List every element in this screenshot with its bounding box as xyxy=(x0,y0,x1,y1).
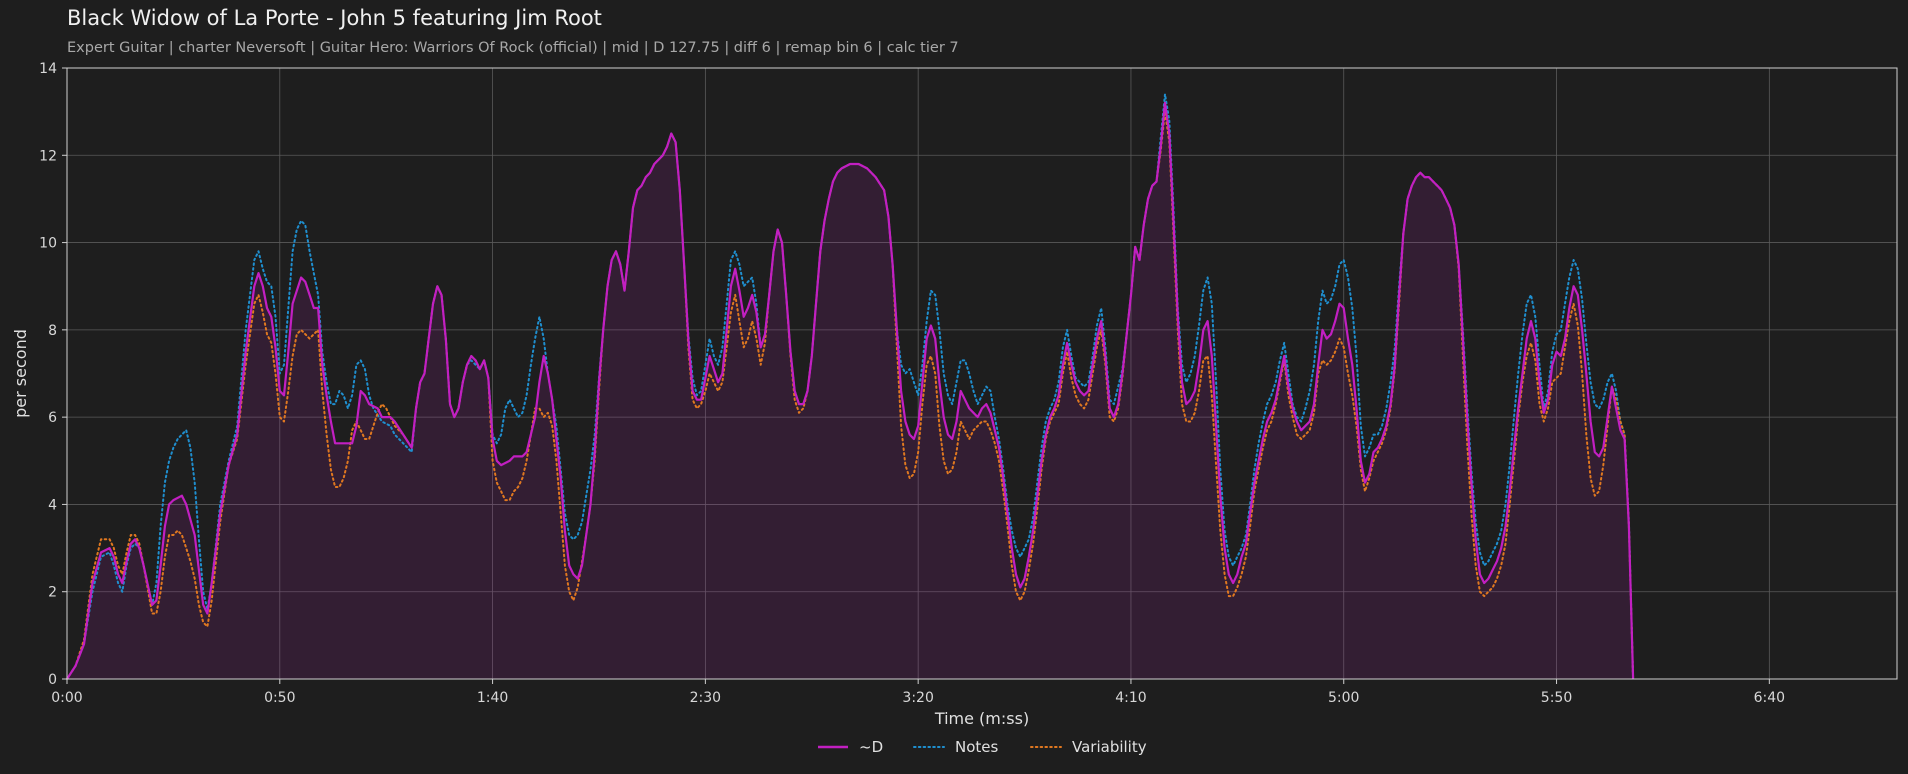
legend-label: ~D xyxy=(859,738,883,756)
legend-label: Notes xyxy=(955,738,999,756)
tick-layer: 0:00 0:50 1:40 2:30 3:20 4:10 5:00 5:50 6:40 0 2 4 6… xyxy=(39,61,1785,706)
x-tick-label: 0:50 xyxy=(264,690,295,706)
x-tick-label: 2:30 xyxy=(690,690,721,706)
y-tick-label: 6 xyxy=(48,410,57,426)
x-tick-label: 6:40 xyxy=(1754,690,1785,706)
legend-label: Variability xyxy=(1072,738,1147,756)
series-layer xyxy=(66,93,1635,680)
legend: ~D Notes Variability xyxy=(818,738,1147,756)
x-tick-label: 1:40 xyxy=(477,690,508,706)
y-tick-label: 4 xyxy=(48,497,57,513)
chart-subtitle: Expert Guitar | charter Neversoft | Guit… xyxy=(67,40,959,56)
x-tick-label: 3:20 xyxy=(902,690,933,706)
y-tick-label: 2 xyxy=(48,585,57,601)
difficulty-area-fill xyxy=(67,102,1634,679)
y-tick-label: 0 xyxy=(48,672,57,688)
y-tick-label: 10 xyxy=(39,236,57,252)
plot-frame xyxy=(66,67,1898,680)
series-line-notes xyxy=(66,93,1635,680)
x-axis-label: Time (m:ss) xyxy=(934,709,1029,728)
chart-title: Black Widow of La Porte - John 5 featuri… xyxy=(67,6,602,30)
x-tick-label: 4:10 xyxy=(1115,690,1146,706)
series-line-d xyxy=(66,101,1635,680)
y-tick-label: 8 xyxy=(48,323,57,339)
y-tick-label: 12 xyxy=(39,148,57,164)
series-line-variability xyxy=(66,110,1635,680)
x-tick-label: 5:00 xyxy=(1328,690,1359,706)
x-tick-label: 5:50 xyxy=(1541,690,1572,706)
y-tick-label: 14 xyxy=(39,61,57,77)
x-tick-label: 0:00 xyxy=(51,690,82,706)
y-axis-label: per second xyxy=(11,329,30,418)
